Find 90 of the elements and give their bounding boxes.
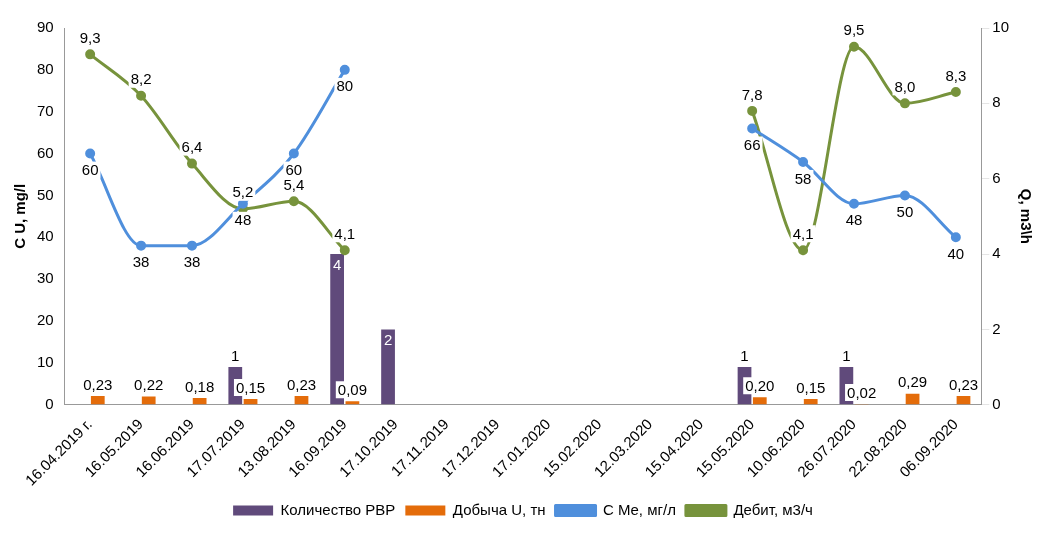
data-label: 1: [740, 346, 749, 364]
bar: [345, 401, 360, 405]
data-label: 40: [947, 244, 965, 262]
point: [136, 90, 147, 101]
bar: [956, 396, 971, 405]
point: [899, 190, 910, 201]
data-label: 48: [845, 211, 863, 229]
bar: [381, 329, 395, 405]
data-label: 60: [285, 161, 303, 179]
point: [288, 196, 299, 207]
point: [186, 158, 197, 169]
y-tick-label: 0: [45, 394, 54, 412]
y-tick-label: 80: [37, 60, 54, 77]
data-label: 8,3: [945, 66, 967, 84]
point: [849, 41, 860, 52]
legend-label: Дебит, м3/ч: [733, 500, 813, 518]
point: [136, 240, 147, 251]
data-label: 0,02: [847, 383, 877, 401]
data-label: 60: [81, 161, 99, 179]
data-label: 6,4: [181, 138, 203, 156]
bar: [141, 396, 156, 405]
data-label: 0,18: [185, 377, 215, 395]
data-label: 1: [231, 346, 240, 364]
y-tick-label: 10: [37, 353, 54, 370]
y2-tick-label: 10: [992, 18, 1009, 36]
point: [950, 232, 961, 243]
data-label: 7,8: [741, 85, 763, 103]
y2-axis-title: Q, m3\h: [1017, 188, 1035, 244]
point: [849, 198, 860, 209]
bar: [192, 397, 207, 405]
data-label: 0,09: [337, 380, 368, 398]
y-tick-label: 90: [37, 18, 54, 36]
data-label: 80: [336, 77, 354, 95]
point: [950, 87, 961, 98]
y-tick-label: 50: [37, 185, 54, 203]
y2-tick-label: 6: [992, 168, 1001, 186]
legend-label: Добыча U, тн: [452, 500, 546, 518]
data-label: 38: [183, 253, 201, 271]
data-label: 58: [794, 169, 812, 187]
data-label: 0,22: [134, 376, 164, 394]
data-label: 0,20: [745, 376, 775, 394]
data-label: 2: [383, 331, 393, 349]
y-tick-label: 40: [37, 227, 54, 245]
data-label: 38: [132, 253, 150, 271]
point: [85, 148, 96, 159]
point: [288, 148, 299, 159]
data-label: 8,2: [130, 70, 152, 88]
point: [747, 123, 758, 134]
data-label: 8,0: [894, 77, 916, 95]
y2-tick-label: 2: [992, 319, 1001, 337]
legend-label: Количество РВР: [280, 500, 396, 518]
point: [798, 156, 809, 167]
point: [186, 240, 197, 251]
y-tick-label: 70: [37, 101, 54, 119]
y2-tick-label: 4: [992, 244, 1001, 262]
point: [747, 105, 758, 116]
y-tick-label: 30: [37, 269, 54, 287]
bar: [803, 399, 818, 405]
data-label: 0,29: [897, 373, 928, 391]
data-label: 0,23: [948, 375, 979, 393]
bar: [90, 396, 105, 405]
bar: [752, 397, 767, 405]
data-label: 9,3: [79, 29, 101, 47]
data-label: 0,23: [83, 375, 113, 393]
bar: [243, 399, 258, 405]
data-label: 48: [234, 211, 252, 229]
y2-tick-label: 8: [992, 93, 1001, 111]
bar: [905, 393, 920, 405]
point: [339, 64, 350, 75]
point: [85, 49, 96, 60]
legend-label: C Me, мг/л: [603, 500, 676, 518]
point: [798, 245, 809, 256]
data-label: 4,1: [792, 224, 814, 242]
data-label: 5,2: [232, 183, 254, 201]
data-label: 50: [896, 203, 914, 221]
data-label: 0,23: [286, 375, 317, 393]
data-label: 0,15: [796, 378, 826, 396]
data-label: 9,5: [843, 21, 865, 39]
bar: [294, 396, 309, 405]
point: [899, 98, 910, 109]
y-axis-title: C U, mg/l: [11, 183, 29, 249]
y-tick-label: 20: [37, 311, 54, 329]
data-label: 4,1: [334, 224, 356, 242]
data-label: 0,15: [235, 378, 266, 396]
y2-tick-label: 0: [992, 394, 1001, 412]
y-tick-label: 60: [37, 143, 54, 161]
data-label: 66: [743, 136, 761, 154]
data-label: 4: [332, 255, 342, 273]
point: [339, 245, 350, 256]
data-label: 1: [842, 346, 851, 364]
